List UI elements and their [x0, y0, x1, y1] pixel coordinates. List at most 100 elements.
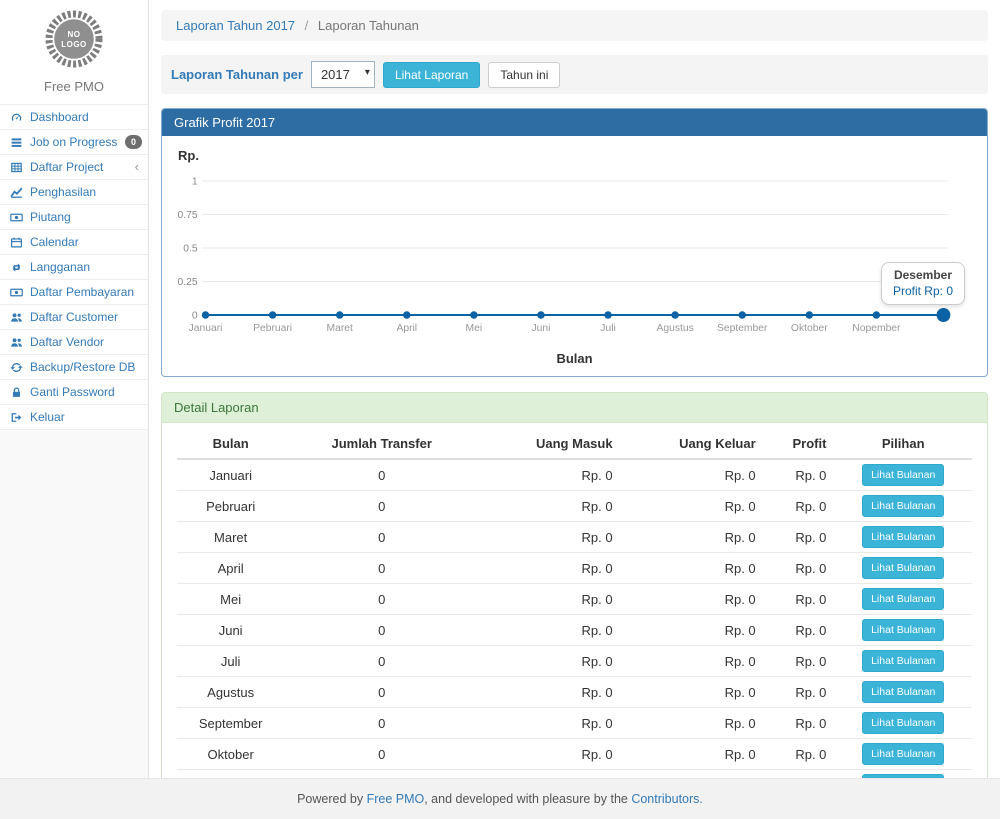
sidebar-item-daftar-project[interactable]: Daftar Project‹	[0, 154, 148, 179]
data-point-agustus[interactable]	[671, 311, 678, 319]
svg-text:0.5: 0.5	[183, 243, 198, 254]
table-icon	[10, 161, 23, 174]
cell-profit: Rp. 0	[764, 646, 835, 677]
profit-line-chart: 00.250.50.751JanuariPebruariMaretAprilMe…	[176, 165, 973, 350]
filter-label: Laporan Tahunan per	[171, 67, 303, 82]
lihat-bulanan-button[interactable]: Lihat Bulanan	[862, 712, 944, 734]
sidebar-item-daftar-customer[interactable]: Daftar Customer	[0, 304, 148, 329]
table-row-pebruari: Pebruari0Rp. 0Rp. 0Rp. 0Lihat Bulanan	[177, 491, 972, 522]
cell-pilihan: Lihat Bulanan	[834, 491, 972, 522]
svg-text:Agustus: Agustus	[656, 323, 693, 334]
cell-profit: Rp. 0	[764, 553, 835, 584]
lihat-bulanan-button[interactable]: Lihat Bulanan	[862, 588, 944, 610]
sidebar-item-job-on-progress[interactable]: Job on Progress0	[0, 129, 148, 154]
breadcrumb-link-laporan-tahun[interactable]: Laporan Tahun 2017	[176, 18, 295, 33]
cell-jumlah-transfer: 0	[284, 646, 479, 677]
svg-text:Pebruari: Pebruari	[253, 323, 292, 334]
sidebar-item-label: Daftar Project	[30, 161, 103, 174]
cell-uang-masuk: Rp. 0	[479, 491, 621, 522]
lihat-bulanan-button[interactable]: Lihat Bulanan	[862, 619, 944, 641]
sidebar-nav: Dashboard Job on Progress0Daftar Project‹…	[0, 104, 148, 430]
data-point-april[interactable]	[403, 311, 410, 319]
cell-uang-keluar: Rp. 0	[621, 677, 764, 708]
table-row-agustus: Agustus0Rp. 0Rp. 0Rp. 0Lihat Bulanan	[177, 677, 972, 708]
year-select[interactable]: 2017	[311, 61, 375, 88]
cell-bulan: Maret	[177, 522, 284, 553]
cell-profit: Rp. 0	[764, 584, 835, 615]
data-point-september[interactable]	[738, 311, 745, 319]
breadcrumb-current: Laporan Tahunan	[318, 18, 419, 33]
chart-tooltip: Desember Profit Rp: 0	[881, 262, 965, 305]
cell-jumlah-transfer: 0	[284, 459, 479, 491]
chart-tooltip-value: Profit Rp: 0	[893, 284, 953, 298]
svg-text:Nopember: Nopember	[852, 323, 901, 334]
lihat-bulanan-button[interactable]: Lihat Bulanan	[862, 495, 944, 517]
tahun-ini-button[interactable]: Tahun ini	[488, 62, 560, 88]
sidebar-item-label: Keluar	[30, 411, 65, 424]
data-point-desember[interactable]	[937, 308, 951, 322]
data-point-oktober[interactable]	[806, 311, 813, 319]
sidebar-item-langganan[interactable]: Langganan	[0, 254, 148, 279]
lihat-bulanan-button[interactable]: Lihat Bulanan	[862, 743, 944, 765]
sidebar-item-daftar-vendor[interactable]: Daftar Vendor	[0, 329, 148, 354]
cell-uang-masuk: Rp. 0	[479, 615, 621, 646]
sidebar-item-label: Calendar	[30, 236, 79, 249]
cell-uang-masuk: Rp. 0	[479, 522, 621, 553]
column-header-uang-keluar: Uang Keluar	[621, 429, 764, 459]
sidebar-item-daftar-pembayaran[interactable]: Daftar Pembayaran	[0, 279, 148, 304]
sidebar-item-keluar[interactable]: Keluar	[0, 404, 148, 430]
sidebar-item-label: Langganan	[30, 261, 90, 274]
cell-bulan: Juli	[177, 646, 284, 677]
data-point-januari[interactable]	[202, 311, 209, 319]
cell-uang-keluar: Rp. 0	[621, 522, 764, 553]
lihat-bulanan-button[interactable]: Lihat Bulanan	[862, 681, 944, 703]
cell-pilihan: Lihat Bulanan	[834, 708, 972, 739]
table-header-row: BulanJumlah TransferUang MasukUang Kelua…	[177, 429, 972, 459]
svg-text:Januari: Januari	[189, 323, 223, 334]
sidebar-item-backup-restore-db[interactable]: Backup/Restore DB	[0, 354, 148, 379]
data-point-mei[interactable]	[470, 311, 477, 319]
data-point-pebruari[interactable]	[269, 311, 276, 319]
lihat-laporan-button[interactable]: Lihat Laporan	[383, 62, 480, 88]
breadcrumb: Laporan Tahun 2017 / Laporan Tahunan	[161, 10, 988, 41]
sidebar-item-label: Dashboard	[30, 111, 89, 124]
sidebar-top: NO LOGO Free PMO DashboardJob on Progres…	[0, 0, 148, 430]
column-header-uang-masuk: Uang Masuk	[479, 429, 621, 459]
sidebar-item-calendar[interactable]: Calendar	[0, 229, 148, 254]
footer-link-free-pmo[interactable]: Free PMO	[367, 792, 425, 806]
page: NO LOGO Free PMO DashboardJob on Progres…	[0, 0, 1000, 819]
data-point-juni[interactable]	[537, 311, 544, 319]
cell-pilihan: Lihat Bulanan	[834, 677, 972, 708]
lihat-bulanan-button[interactable]: Lihat Bulanan	[862, 464, 944, 486]
table-row-januari: Januari0Rp. 0Rp. 0Rp. 0Lihat Bulanan	[177, 459, 972, 491]
cell-uang-keluar: Rp. 0	[621, 708, 764, 739]
data-point-maret[interactable]	[336, 311, 343, 319]
cell-bulan: Januari	[177, 459, 284, 491]
svg-text:0: 0	[192, 310, 198, 321]
footer-link-contributors[interactable]: Contributors.	[631, 792, 703, 806]
lihat-bulanan-button[interactable]: Lihat Bulanan	[862, 526, 944, 548]
sidebar-item-dashboard[interactable]: Dashboard	[0, 104, 148, 129]
sidebar-item-label: Piutang	[30, 211, 71, 224]
sidebar-item-penghasilan[interactable]: Penghasilan	[0, 179, 148, 204]
sign-out-icon	[10, 411, 23, 424]
lihat-bulanan-button[interactable]: Lihat Bulanan	[862, 557, 944, 579]
main-content: Laporan Tahun 2017 / Laporan Tahunan Lap…	[149, 0, 1000, 778]
cell-uang-masuk: Rp. 0	[479, 646, 621, 677]
sidebar-item-piutang[interactable]: Piutang	[0, 204, 148, 229]
chart-x-axis-label: Bulan	[176, 351, 973, 366]
column-header-jumlah-transfer: Jumlah Transfer	[284, 429, 479, 459]
cell-profit: Rp. 0	[764, 522, 835, 553]
lihat-bulanan-button[interactable]: Lihat Bulanan	[862, 650, 944, 672]
cell-pilihan: Lihat Bulanan	[834, 553, 972, 584]
cell-pilihan: Lihat Bulanan	[834, 459, 972, 491]
sidebar: NO LOGO Free PMO DashboardJob on Progres…	[0, 0, 149, 778]
tasks-icon	[10, 136, 23, 149]
money-icon	[10, 286, 23, 299]
data-point-nopember[interactable]	[873, 311, 880, 319]
line-chart-icon	[10, 186, 23, 199]
cell-bulan: September	[177, 708, 284, 739]
data-point-juli[interactable]	[604, 311, 611, 319]
sidebar-item-ganti-password[interactable]: Ganti Password	[0, 379, 148, 404]
cell-profit: Rp. 0	[764, 708, 835, 739]
